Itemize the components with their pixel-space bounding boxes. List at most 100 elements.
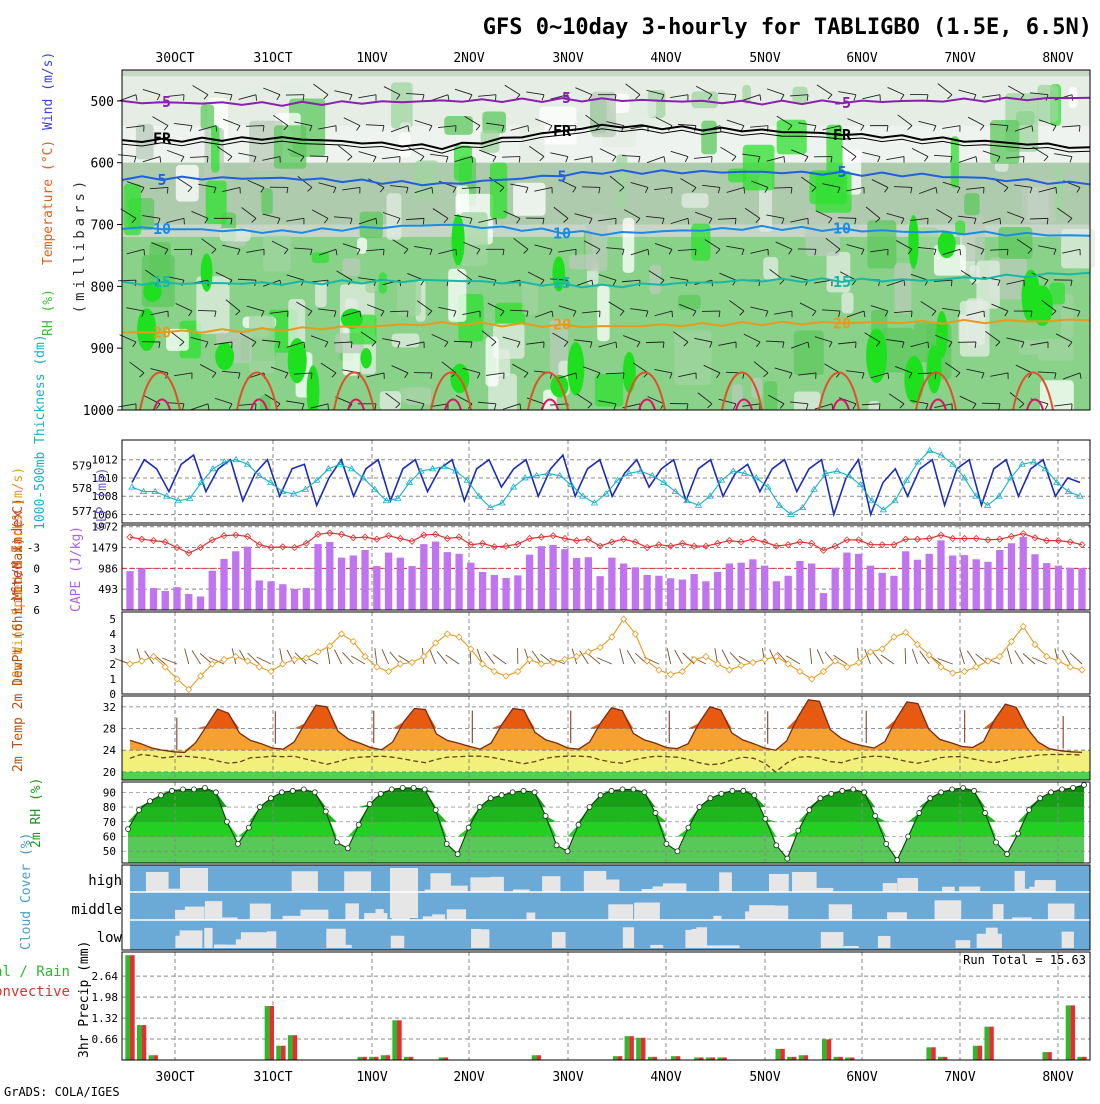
convective-bar: [978, 1046, 983, 1060]
rh-marker: [136, 807, 141, 812]
cape-bar: [303, 588, 310, 610]
cape-bar: [1067, 568, 1074, 610]
cloud-bar: [844, 946, 859, 948]
bottom-date-label: 30OCT: [155, 1070, 194, 1085]
cloud-bar: [634, 903, 660, 920]
cape-bar: [655, 576, 662, 610]
contour-label: FR: [833, 126, 852, 144]
rh-marker: [246, 825, 251, 830]
convective-bar: [780, 1049, 785, 1060]
cloud-bar: [977, 934, 1002, 948]
rh-patch: [841, 292, 853, 313]
convective-bar: [1047, 1052, 1052, 1060]
total-rain-bar: [775, 1049, 780, 1060]
bottom-date-label: 3NOV: [552, 1070, 583, 1085]
cloud-bar: [749, 905, 775, 920]
wind-barb: [118, 280, 136, 281]
rh-patch: [1037, 85, 1058, 122]
top-date-label: 1NOV: [356, 51, 387, 66]
rh-marker: [202, 785, 207, 790]
cloud-bar: [650, 945, 663, 948]
rh-patch: [315, 282, 327, 308]
rh-patch: [206, 180, 227, 224]
rh-marker: [752, 793, 757, 798]
cape-bar: [1031, 554, 1038, 610]
contour-label: -5: [153, 93, 171, 111]
cape-bar: [232, 551, 239, 610]
cape-bar: [126, 571, 133, 610]
cape-bar: [408, 566, 415, 610]
y-tick-label: 1.98: [92, 991, 119, 1004]
cloud-bar: [204, 928, 212, 948]
right-tick-label: 1479: [92, 542, 119, 555]
cloud-bar: [718, 945, 739, 948]
rh-marker: [411, 785, 416, 790]
y-tick-label: 800: [91, 280, 114, 295]
cape-bar: [479, 572, 486, 610]
wind-barb-tick: [144, 249, 145, 255]
y-tick-label: 90: [103, 786, 116, 799]
rh-marker: [708, 796, 713, 801]
convective-bar: [629, 1036, 634, 1060]
total-rain-bar: [613, 1056, 618, 1060]
right-tick-label: 1972: [92, 521, 119, 534]
rh-marker: [466, 825, 471, 830]
top-date-label: 8NOV: [1042, 51, 1073, 66]
wind-barb: [246, 126, 264, 127]
convective-bar: [641, 1038, 646, 1060]
cloud-bar: [696, 927, 707, 948]
cape-bar: [256, 580, 263, 610]
y-tick-label: 80: [103, 801, 116, 814]
rh-marker: [1060, 787, 1065, 792]
y-axis-label: (millibars): [72, 177, 88, 314]
y-axis-label: Cloud Cover (%): [19, 833, 34, 950]
cape-bar: [267, 581, 274, 610]
cape-bar: [608, 558, 615, 610]
rh-marker: [774, 843, 779, 848]
total-rain-bar: [799, 1055, 804, 1060]
contour-label: 10: [153, 220, 171, 238]
wind-barb: [1030, 218, 1048, 219]
rh-patch: [998, 227, 1032, 259]
y-tick-label: 5: [109, 613, 116, 626]
wind-barb-tick: [528, 126, 529, 132]
wind-barb: [646, 342, 664, 343]
rh-patch: [682, 193, 709, 208]
temp-band: [122, 772, 1090, 780]
wind-barb-tick: [1079, 126, 1080, 132]
cloud-bar: [205, 901, 222, 920]
cloud-bar: [993, 904, 1004, 920]
rh-marker: [642, 790, 647, 795]
cloud-bar: [653, 886, 664, 892]
cloud-bar: [390, 868, 418, 918]
rh-patch: [585, 214, 607, 271]
rh-patch: [616, 154, 627, 208]
cloud-row-label: low: [97, 930, 123, 946]
rh-marker: [873, 813, 878, 818]
top-date-label: 4NOV: [650, 51, 681, 66]
cape-bar: [385, 553, 392, 610]
rh-marker: [147, 799, 152, 804]
y-tick-label: 500: [91, 95, 114, 110]
contour-label: -5: [553, 89, 571, 107]
rh-patch: [176, 165, 199, 202]
panel-bg: [122, 440, 1090, 523]
wind-barb-tick: [423, 218, 424, 224]
cloud-bar: [185, 907, 205, 920]
cloud-bar: [1035, 880, 1056, 892]
rh-marker: [719, 791, 724, 796]
cloud-bar: [956, 940, 971, 948]
cape-bar: [326, 542, 333, 610]
rh-patch: [392, 334, 420, 348]
rh-marker: [851, 787, 856, 792]
cape-bar: [620, 564, 627, 610]
wind-barb: [390, 311, 408, 312]
cape-bar: [291, 589, 298, 610]
cape-bar: [526, 555, 533, 610]
rh-patch: [454, 145, 472, 181]
rh-high-patch: [908, 215, 918, 269]
rh-patch: [380, 391, 401, 410]
